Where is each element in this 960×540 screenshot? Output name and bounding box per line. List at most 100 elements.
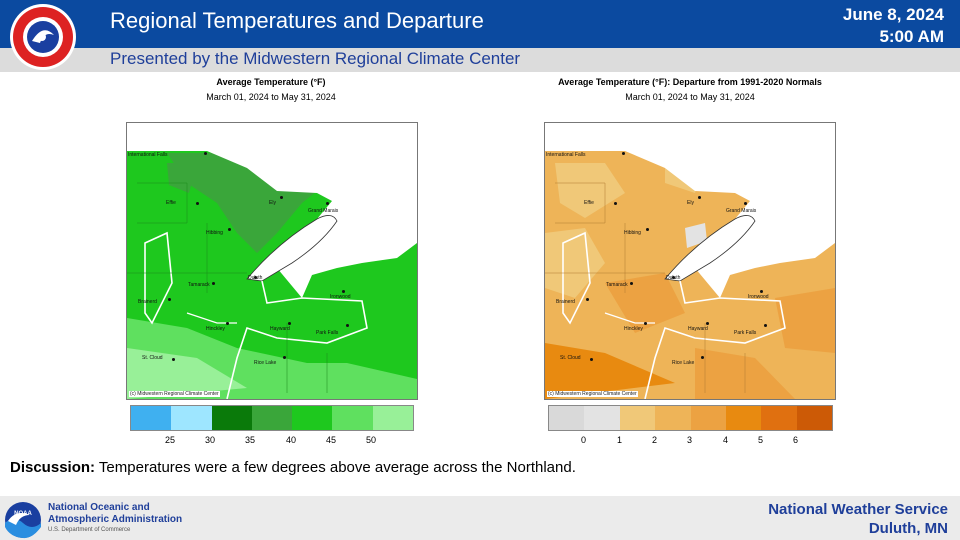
city-dot bbox=[172, 358, 175, 361]
city-dot bbox=[204, 152, 207, 155]
city-label: Rice Lake bbox=[672, 360, 695, 366]
legend-avg-temp bbox=[130, 405, 414, 431]
footer-bar bbox=[0, 496, 960, 540]
departure-map-graphic bbox=[545, 123, 835, 399]
legend-tick: 4 bbox=[723, 435, 729, 445]
city-label: Hinckley bbox=[624, 326, 643, 332]
city-dot bbox=[280, 196, 283, 199]
avg-temp-map-graphic bbox=[127, 123, 417, 399]
legend-tick: 2 bbox=[652, 435, 658, 445]
date-time: June 8, 2024 5:00 AM bbox=[843, 4, 944, 48]
city-dot bbox=[168, 298, 171, 301]
nws-line2: Duluth, MN bbox=[868, 520, 948, 537]
header-bar bbox=[0, 0, 960, 48]
noaa-department: U.S. Department of Commerce bbox=[48, 527, 131, 533]
city-label: St. Cloud bbox=[560, 355, 581, 361]
city-dot bbox=[228, 228, 231, 231]
legend-swatch bbox=[292, 406, 333, 430]
city-dot bbox=[760, 290, 763, 293]
city-dot bbox=[196, 202, 199, 205]
subheader-bar bbox=[0, 48, 960, 72]
city-dot bbox=[590, 358, 593, 361]
city-label: Effie bbox=[166, 200, 176, 206]
city-label: Effie bbox=[584, 200, 594, 206]
legend-swatch bbox=[796, 406, 832, 430]
legend-swatch bbox=[725, 406, 762, 430]
city-label: Tamarack bbox=[188, 282, 210, 288]
map-subtitle-departure: March 01, 2024 to May 31, 2024 bbox=[625, 92, 755, 102]
map-departure: (c) Midwestern Regional Climate Center bbox=[544, 122, 836, 400]
legend-swatch bbox=[211, 406, 252, 430]
legend-tick: 45 bbox=[326, 435, 337, 445]
noaa-line2: Atmospheric Administration bbox=[48, 514, 183, 525]
noaa-logo-text: NOAA bbox=[14, 511, 32, 517]
map-credit-departure: (c) Midwestern Regional Climate Center bbox=[547, 391, 638, 397]
map-credit-avg-temp: (c) Midwestern Regional Climate Center bbox=[129, 391, 220, 397]
legend-tick: 1 bbox=[617, 435, 623, 445]
discussion-text: Temperatures were a few degrees above av… bbox=[95, 459, 576, 476]
city-dot bbox=[342, 290, 345, 293]
legend-tick: 6 bbox=[793, 435, 799, 445]
legend-tick: 30 bbox=[205, 435, 216, 445]
nws-office: National Weather Service Duluth, MN bbox=[768, 500, 948, 538]
city-label: Grand Marais bbox=[726, 208, 757, 214]
map-title-departure: Average Temperature (°F): Departure from… bbox=[558, 77, 822, 87]
city-dot bbox=[326, 202, 329, 205]
city-label: Hayward bbox=[688, 326, 708, 332]
city-dot bbox=[586, 298, 589, 301]
nws-logo-icon bbox=[10, 4, 76, 70]
city-dot bbox=[212, 282, 215, 285]
city-dot bbox=[646, 228, 649, 231]
city-dot bbox=[764, 324, 767, 327]
legend-tick: 50 bbox=[366, 435, 377, 445]
city-label: International Falls bbox=[546, 152, 586, 158]
city-dot bbox=[622, 152, 625, 155]
city-dot bbox=[701, 356, 704, 359]
city-dot bbox=[226, 322, 229, 325]
date-text: June 8, 2024 bbox=[842, 5, 944, 24]
city-dot bbox=[698, 196, 701, 199]
time-text: 5:00 AM bbox=[879, 27, 944, 46]
legend-tick: 25 bbox=[165, 435, 176, 445]
city-label: Ely bbox=[269, 200, 276, 206]
page-title: Regional Temperatures and Departure bbox=[110, 8, 484, 33]
legend-swatch bbox=[549, 406, 585, 430]
noaa-name: National Oceanic and Atmospheric Adminis… bbox=[48, 502, 182, 526]
legend-swatch bbox=[655, 406, 691, 430]
legend-swatch bbox=[171, 406, 212, 430]
legend-swatch bbox=[131, 406, 172, 430]
legend-tick: 35 bbox=[245, 435, 256, 445]
legend-swatch bbox=[584, 406, 620, 430]
city-label: Brainerd bbox=[556, 299, 575, 305]
city-label: Park Falls bbox=[316, 330, 339, 336]
page-subtitle: Presented by the Midwestern Regional Cli… bbox=[110, 49, 521, 68]
nws-line1: National Weather Service bbox=[768, 501, 948, 518]
city-label: Tamarack bbox=[606, 282, 628, 288]
city-dot bbox=[706, 322, 709, 325]
map-title-avg-temp: Average Temperature (°F) bbox=[216, 77, 326, 87]
city-dot bbox=[283, 356, 286, 359]
discussion: Discussion: Temperatures were a few degr… bbox=[10, 459, 576, 476]
city-label: Hayward bbox=[270, 326, 290, 332]
map-subtitle-avg-temp: March 01, 2024 to May 31, 2024 bbox=[206, 92, 336, 102]
city-dot bbox=[288, 322, 291, 325]
city-label: Ironwood bbox=[748, 294, 769, 300]
legend-swatch bbox=[372, 406, 413, 430]
city-label: Hibbing bbox=[624, 230, 641, 236]
city-label: Hinckley bbox=[206, 326, 225, 332]
legend-tick: 40 bbox=[286, 435, 297, 445]
legend-swatch bbox=[690, 406, 726, 430]
noaa-logo-icon: NOAA bbox=[5, 502, 41, 539]
city-label: Ely bbox=[687, 200, 694, 206]
discussion-label: Discussion: bbox=[10, 459, 96, 476]
city-label: Brainerd bbox=[138, 299, 157, 305]
legend-tick: 3 bbox=[687, 435, 693, 445]
legend-swatch bbox=[332, 406, 373, 430]
legend-swatch bbox=[761, 406, 797, 430]
city-label: Grand Marais bbox=[308, 208, 339, 214]
city-dot bbox=[744, 202, 747, 205]
legend-swatch bbox=[619, 406, 656, 430]
city-label: Rice Lake bbox=[254, 360, 277, 366]
city-dot bbox=[254, 276, 257, 279]
legend-departure bbox=[548, 405, 833, 431]
